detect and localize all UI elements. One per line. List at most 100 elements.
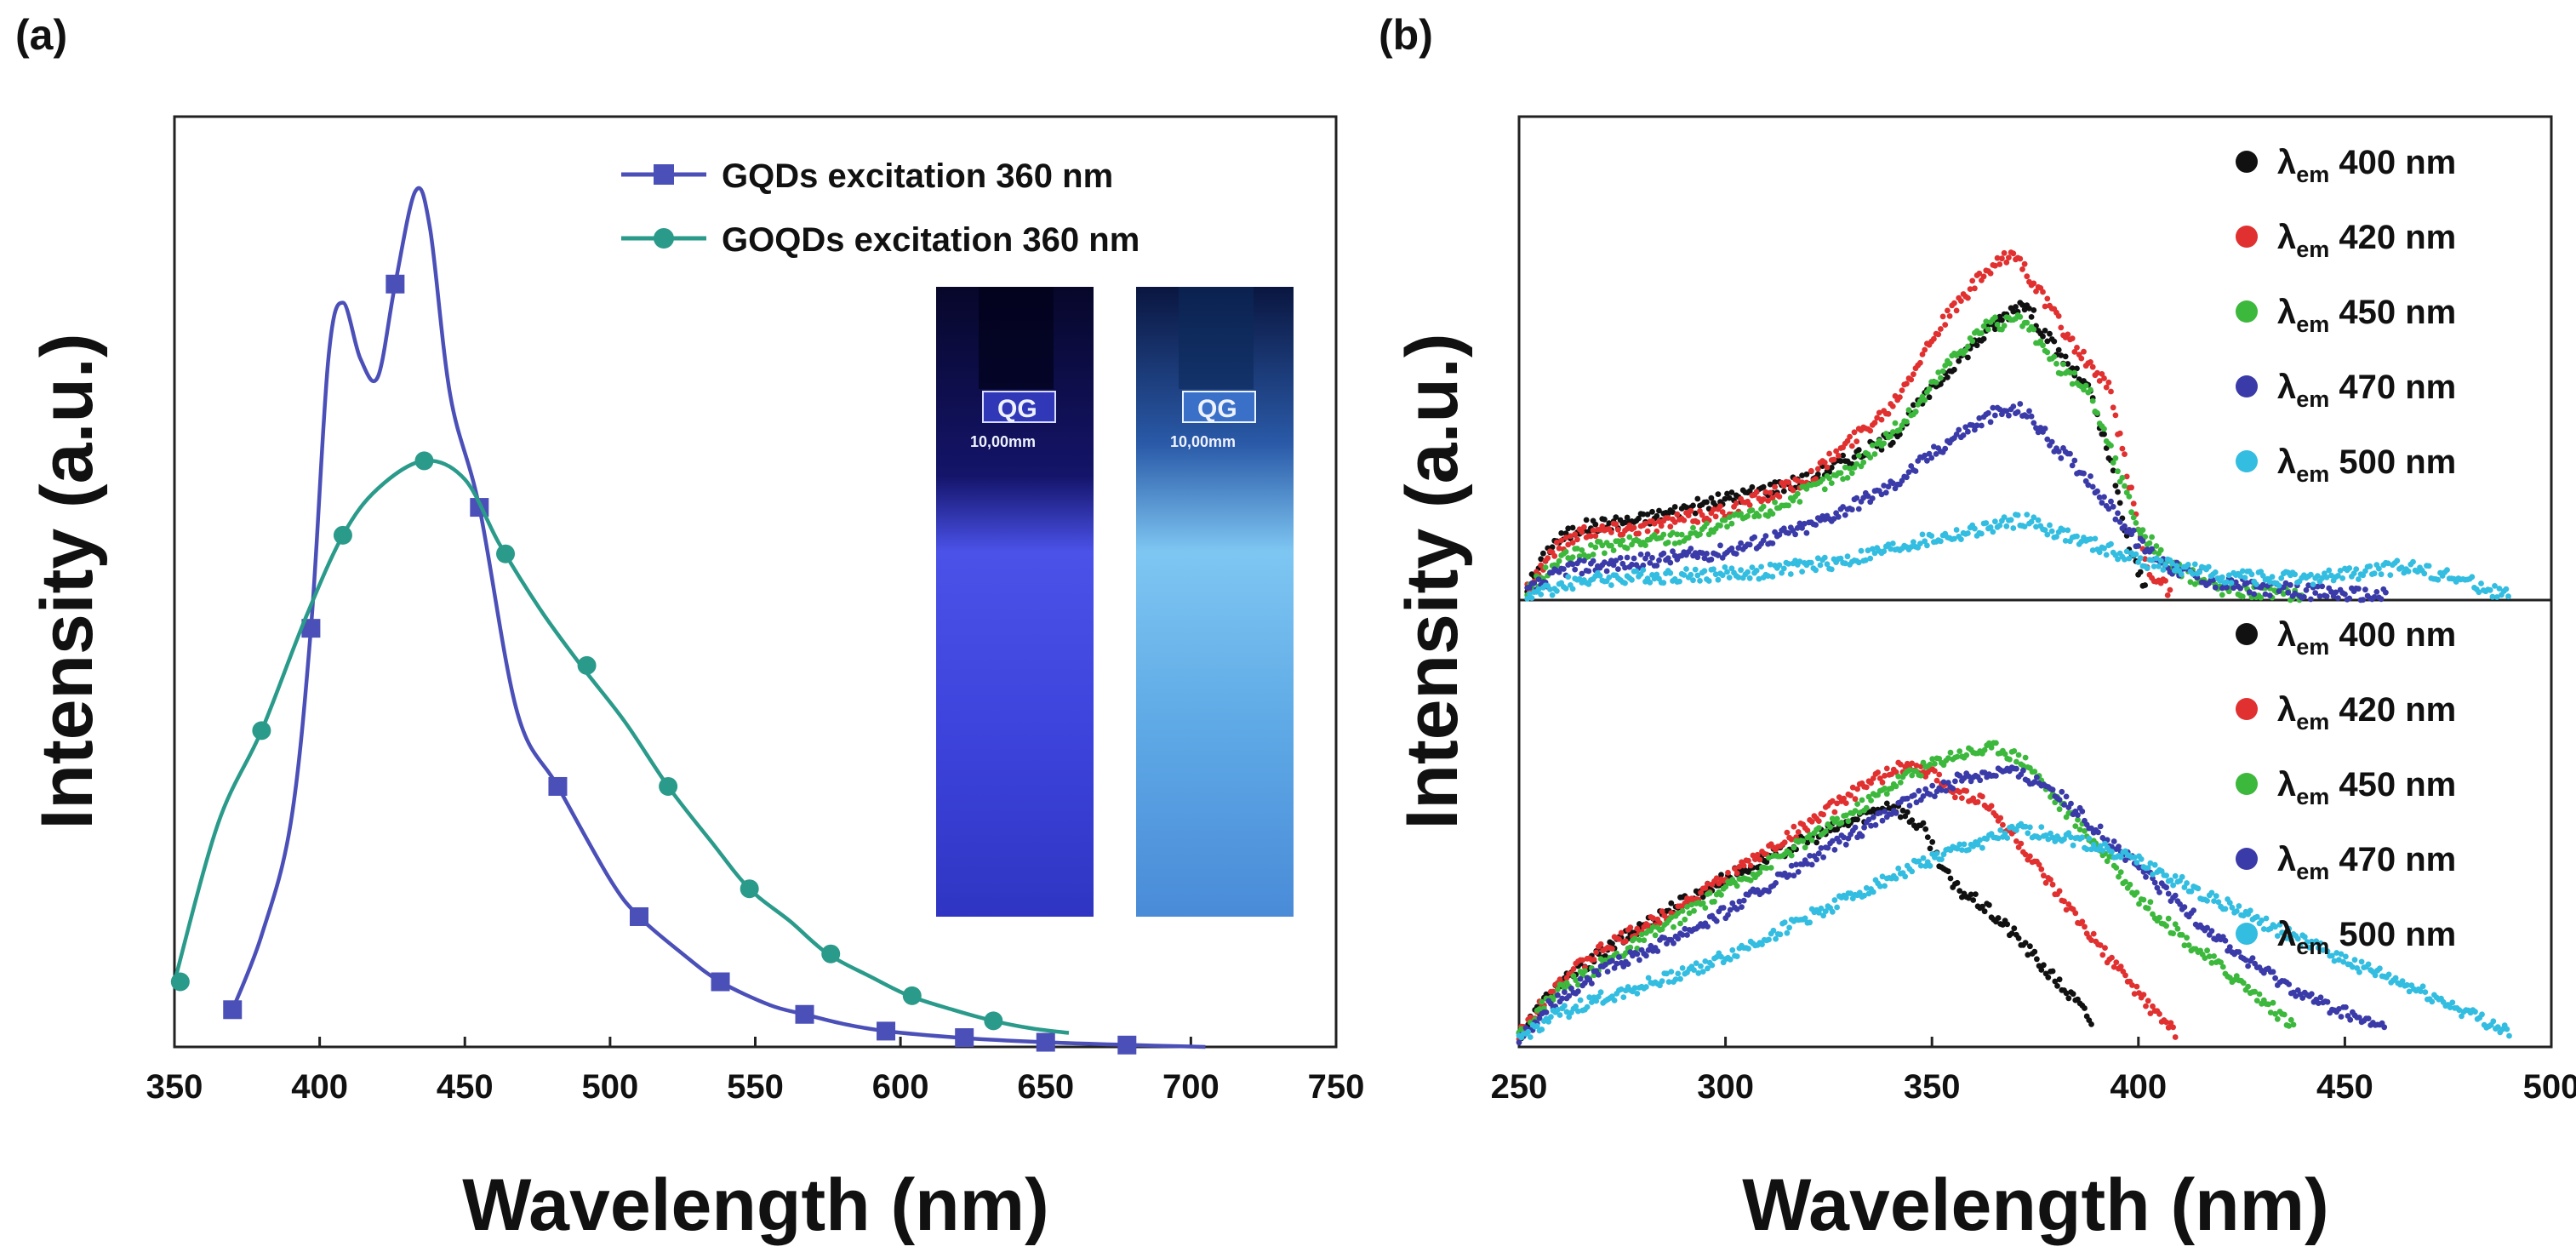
panel-b-top-point-500-nm [2253,581,2259,587]
panel-b-bottom-point-500-nm [2145,865,2151,871]
panel-b-top-point-400-nm [2028,314,2035,320]
panel-b-top-point-450-nm [1828,480,1835,486]
panel-b-top-point-420-nm [1579,529,1585,535]
panel-b-top-point-450-nm [2258,594,2265,601]
panel-b-bottom-point-420-nm [2000,821,2006,828]
panel-b-bottom-point-450-nm [1927,761,1933,768]
panel-b-top-point-470-nm [2356,586,2362,592]
panel-b-bottom-point-500-nm [1920,855,1927,861]
panel-b-top-point-400-nm [2047,330,2053,337]
panel-b-bottom-point-470-nm [1634,951,1641,958]
panel-b-bottom-point-470-nm [2034,774,2040,781]
panel-b-top-point-500-nm [1667,569,1674,576]
panel-b-bottom-point-450-nm [1763,865,1770,872]
panel-b-bottom-point-470-nm [2163,884,2170,891]
panel-b-bottom-point-450-nm [1932,761,1938,767]
panel-b-top-point-450-nm [1542,564,1549,570]
panel-b-bottom-point-420-nm [1791,823,1797,830]
panel-b-top-point-500-nm [2133,551,2139,558]
panel-b-bottom-point-500-nm [1727,956,1734,963]
panel-b-top-point-400-nm [1780,488,1787,495]
panel-b-top-point-450-nm [2115,468,2121,475]
panel-b-top-point-470-nm [1576,557,1583,563]
panel-b-bottom-point-500-nm [2204,898,2211,904]
panel-b-top-point-470-nm [1965,428,1971,435]
panel-b-top-point-450-nm [1819,476,1826,483]
panel-b-bottom-point-420-nm [2097,942,2104,948]
panel-b-top-point-470-nm [2335,595,2341,602]
panel-b-bottom-point-400-nm [2008,930,2015,936]
panel-b-bottom-point-470-nm [1859,832,1865,839]
panel-b-bottom-point-470-nm [1648,942,1654,949]
panel-b-bottom-point-500-nm [2070,842,2076,849]
panel-b-bottom-point-450-nm [1956,748,1963,754]
panel-b-top-point-500-nm [2048,528,2055,535]
panel-b-top-point-420-nm [1813,476,1819,482]
panel-b-bottom-point-470-nm [2122,857,2128,863]
panel-b-bottom-point-470-nm [2181,904,2188,911]
panel-b-top-point-500-nm [1842,560,1848,567]
panel-b-top-point-470-nm [2037,425,2044,431]
panel-b-top-legend-marker [2236,300,2258,323]
panel-b-top-point-470-nm [1885,483,1892,490]
panel-b-bottom-point-470-nm [1865,816,1872,823]
panel-b-top-point-400-nm [1956,357,1962,364]
panel-b-top-point-470-nm [1704,551,1710,557]
panel-b-bottom-point-470-nm [2063,793,2070,800]
panel-b-bottom-point-500-nm [2385,971,2392,978]
panel-b-bottom-point-470-nm [1939,787,1945,793]
panel-b-top-point-450-nm [2031,326,2037,333]
panel-b-bottom-point-450-nm [2082,828,2088,834]
panel-b-bottom-point-420-nm [1745,857,1751,864]
panel-b-top-point-470-nm [1647,560,1654,566]
panel-b-top-point-420-nm [2001,249,2008,256]
panel-b-bottom-point-500-nm [2333,950,2340,956]
panel-b-top-point-420-nm [1556,545,1562,552]
panel-b-bottom-point-500-nm [2133,860,2140,866]
panel-b-bottom-point-470-nm [2308,991,2315,998]
panel-b-bottom-point-500-nm [2036,835,2042,841]
panel-b-top-point-450-nm [1980,323,1987,329]
panel-b-bottom-point-470-nm [1929,782,1936,789]
panel-b-bottom-point-450-nm [1722,883,1729,890]
panel-b-top-point-500-nm [1535,586,1542,592]
panel-b-top-point-400-nm [1670,509,1676,515]
panel-a-point-goqds [333,525,352,545]
panel-b-top-point-500-nm [1865,547,1871,554]
panel-b-bottom-point-500-nm [2013,827,2019,833]
panel-b-bottom-point-500-nm [1679,965,1686,971]
panel-b-bottom-point-470-nm [1643,952,1649,959]
panel-b-top-point-500-nm [1724,569,1730,575]
panel-b-top-point-470-nm [1717,542,1723,549]
panel-b-bottom-point-470-nm [1736,898,1743,905]
panel-b-top-point-400-nm [1562,530,1569,536]
panel-b-bottom-point-470-nm [1904,795,1911,802]
panel-b-top-point-470-nm [1842,512,1848,518]
panel-b-top-point-500-nm [1808,559,1814,566]
panel-b-bottom-point-500-nm [1548,1014,1554,1021]
panel-b-top-point-400-nm [1692,510,1699,517]
panel-b-bottom-point-500-nm [2340,958,2347,965]
panel-b-bottom-point-450-nm [1863,804,1870,811]
panel-b-top-point-420-nm [2055,313,2062,319]
panel-b-top-point-470-nm [1960,432,1967,438]
panel-b-top-point-470-nm [2096,494,2103,500]
panel-b-top-point-470-nm [2116,518,2123,525]
panel-b-bottom-point-500-nm [1954,845,1961,852]
panel-b-bottom-point-500-nm [2286,925,2293,932]
panel-b-top-point-470-nm [1629,561,1635,568]
panel-b-bottom-point-420-nm [2172,1034,2179,1040]
panel-a-point-goqds [170,972,190,992]
panel-b-bottom-point-420-nm [1852,796,1859,803]
panel-b-bottom-point-500-nm [1977,837,1984,843]
panel-b-top-point-420-nm [1844,437,1851,444]
panel-b-top-point-420-nm [1951,300,1957,306]
panel-b-bottom-point-400-nm [1924,834,1931,840]
panel-b-bottom-point-420-nm [2079,918,2086,925]
panel-b-top-point-450-nm [1939,368,1946,375]
panel-b-bottom-point-500-nm [2147,860,2154,866]
panel-b-top-point-420-nm [1765,497,1772,504]
panel-b-bottom-point-500-nm [2181,884,2188,890]
panel-b-bottom-point-450-nm [2219,964,2226,970]
panel-b-top-point-500-nm [1917,540,1923,546]
